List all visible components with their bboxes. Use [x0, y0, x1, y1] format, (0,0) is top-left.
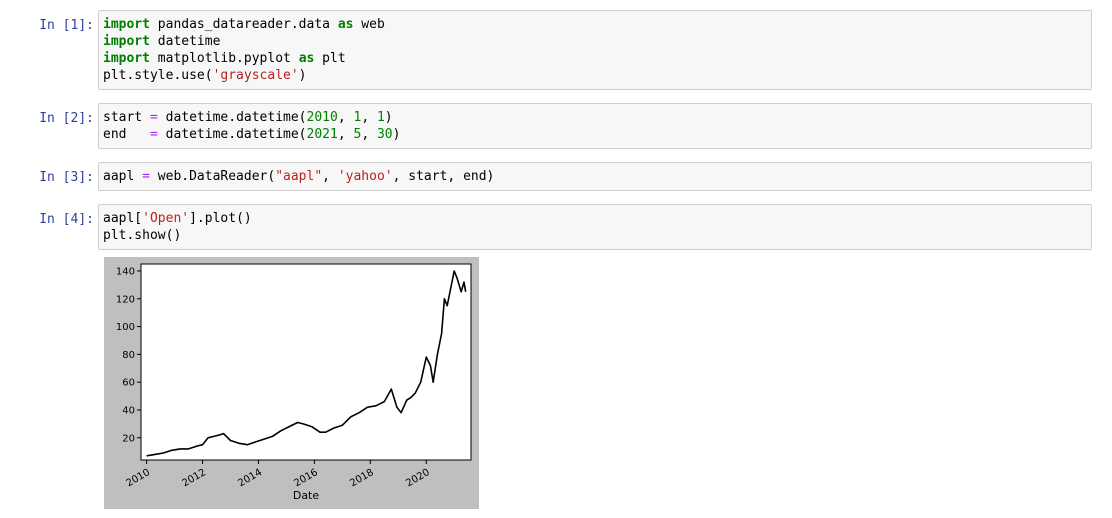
code-line: end = datetime.datetime(2021, 5, 30): [103, 126, 1087, 143]
code-token: 2010: [306, 110, 338, 125]
code-token: 1: [353, 110, 362, 125]
input-prompt: In [4]:: [39, 212, 94, 227]
code-token: , start, end): [392, 169, 495, 184]
series-group: [146, 270, 467, 457]
code-token: aapl: [103, 169, 143, 184]
code-line: start = datetime.datetime(2010, 1, 1): [103, 109, 1087, 126]
y-tick-label: 20: [122, 433, 135, 444]
input-prompt: In [1]:: [39, 18, 94, 33]
y-tick-label: 40: [122, 405, 135, 416]
y-tick-label: 140: [116, 266, 135, 277]
code-line: import matplotlib.pyplot as plt: [103, 50, 1087, 67]
code-line: aapl = web.DataReader("aapl", 'yahoo', s…: [103, 168, 1087, 185]
code-token: ): [298, 68, 307, 83]
code-token: ,: [337, 110, 354, 125]
y-tick-label: 80: [122, 350, 135, 361]
x-axis-label: Date: [293, 489, 320, 502]
code-token: as: [337, 17, 354, 32]
y-tick-label: 100: [116, 322, 135, 333]
code-token: web: [353, 17, 385, 32]
code-token: ): [392, 127, 401, 142]
code-token: plt: [314, 51, 346, 66]
y-tick-label: 120: [116, 294, 135, 305]
x-tick-label: 2018: [348, 467, 376, 489]
input-prompt: In [3]:: [39, 170, 94, 185]
code-token: =: [149, 127, 158, 142]
x-tick-label: 2014: [236, 467, 264, 489]
code-line: import pandas_datareader.data as web: [103, 16, 1087, 33]
x-axis: 2010 2012 2014 2016 2018 2020: [125, 460, 432, 489]
x-tick-label: 2012: [180, 467, 208, 489]
code-line: aapl['Open'].plot(): [103, 210, 1087, 227]
code-editor[interactable]: import pandas_datareader.data as web impo…: [98, 10, 1092, 90]
code-token: ,: [361, 110, 377, 125]
code-token: matplotlib.pyplot: [149, 51, 299, 66]
x-tick-label: 2016: [292, 467, 320, 489]
x-tick-label: 2020: [404, 467, 432, 489]
code-token: plt.show(): [103, 228, 182, 243]
code-token: "aapl": [275, 169, 323, 184]
code-token: ): [384, 110, 393, 125]
code-token: ].plot(): [189, 211, 252, 226]
code-line: plt.show(): [103, 227, 1087, 244]
code-token: ,: [361, 127, 377, 142]
code-token: 'Open': [142, 211, 190, 226]
code-token: import: [103, 34, 150, 49]
code-token: start: [103, 110, 150, 125]
code-line: import datetime: [103, 33, 1087, 50]
code-token: ,: [337, 127, 354, 142]
code-token: =: [142, 169, 150, 184]
code-token: 'yahoo': [337, 169, 393, 184]
code-token: end: [103, 127, 150, 142]
code-token: 5: [353, 127, 362, 142]
code-token: aapl[: [103, 211, 143, 226]
code-token: plt.style.use(: [103, 68, 213, 83]
code-token: import: [103, 51, 150, 66]
code-token: 30: [376, 127, 393, 142]
code-editor[interactable]: start = datetime.datetime(2010, 1, 1) end…: [98, 103, 1092, 149]
code-token: import: [103, 17, 150, 32]
code-token: datetime: [149, 34, 221, 49]
code-token: datetime.datetime(: [157, 127, 307, 142]
code-token: 1: [376, 110, 385, 125]
code-line: plt.style.use('grayscale'): [103, 67, 1087, 84]
code-token: 2021: [306, 127, 338, 142]
input-prompt: In [2]:: [39, 111, 94, 126]
series-line-0: [146, 270, 467, 457]
y-tick-label: 60: [122, 378, 135, 389]
code-token: pandas_datareader.data: [149, 17, 338, 32]
code-token: web.DataReader(: [149, 169, 276, 184]
code-editor[interactable]: aapl = web.DataReader("aapl", 'yahoo', s…: [98, 162, 1092, 191]
y-axis: 20 40 60 80 100 120 140: [116, 266, 141, 444]
code-token: as: [298, 51, 315, 66]
code-editor[interactable]: aapl['Open'].plot() plt.show(): [98, 204, 1092, 250]
code-token: =: [149, 110, 158, 125]
code-token: 'grayscale': [212, 68, 299, 83]
plot-output: 20 40 60 80 100 120 140 2010 2012 2014 2016 2018 20…: [104, 257, 479, 509]
x-tick-label: 2010: [125, 467, 153, 489]
code-token: datetime.datetime(: [157, 110, 307, 125]
plot-area: [140, 263, 472, 461]
code-token: ,: [322, 169, 338, 184]
